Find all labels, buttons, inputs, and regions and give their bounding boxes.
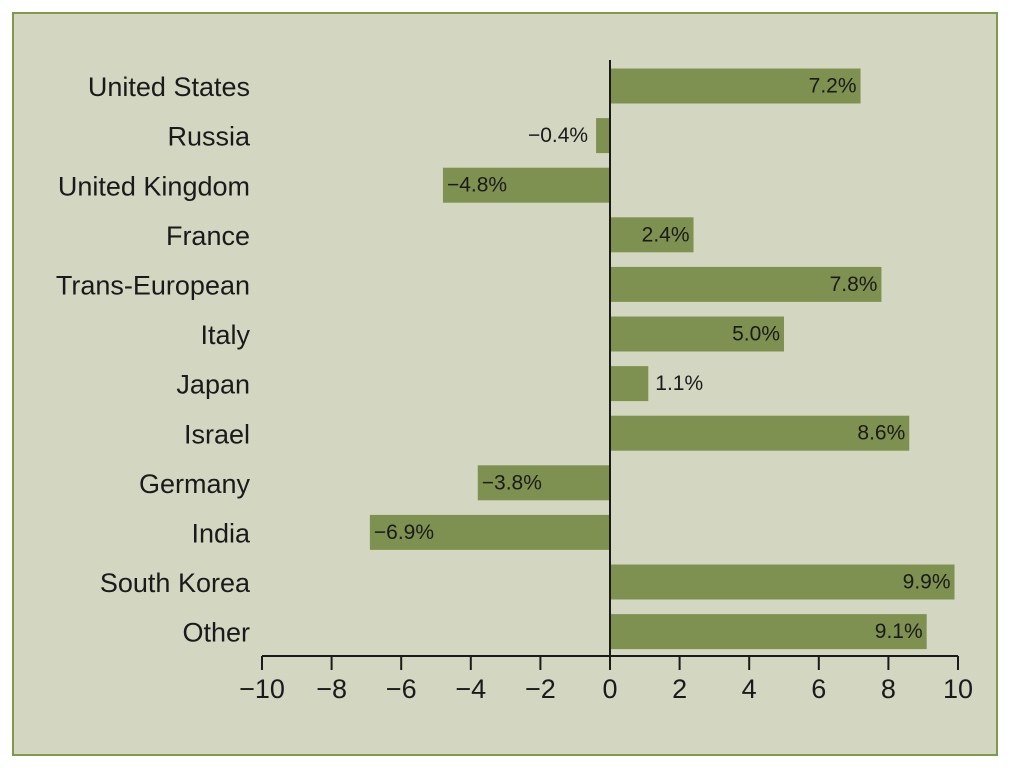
data-label: 7.2% xyxy=(809,75,857,98)
data-label: −6.9% xyxy=(374,521,434,544)
bar-japan xyxy=(610,366,649,402)
category-label: United States xyxy=(88,72,250,102)
data-label: 7.8% xyxy=(830,273,878,296)
bar-united-kingdom xyxy=(442,167,610,203)
data-label: 9.1% xyxy=(875,620,923,643)
category-label: Trans-European xyxy=(56,271,250,301)
x-tick-label: 10 xyxy=(943,674,973,704)
category-label: South Korea xyxy=(100,568,251,598)
category-label: Germany xyxy=(139,469,251,499)
x-tick-label: 2 xyxy=(672,674,687,704)
data-label: 5.0% xyxy=(732,323,780,346)
category-label: India xyxy=(191,519,251,549)
x-axis: −10 −8 −6 −4 −2 0 2 4 6 8 10 xyxy=(239,60,973,704)
category-label: Other xyxy=(182,618,250,648)
category-label: Italy xyxy=(200,320,250,350)
x-tick-label: −8 xyxy=(316,674,347,704)
bar-italy xyxy=(610,316,784,352)
bar-russia xyxy=(596,118,610,154)
data-label: 2.4% xyxy=(642,223,690,246)
x-tick-label: 8 xyxy=(881,674,896,704)
bar-india xyxy=(369,514,610,550)
x-tick-label: 4 xyxy=(742,674,757,704)
x-tick-label: −10 xyxy=(239,674,285,704)
data-label: −3.8% xyxy=(482,471,542,494)
data-label: 8.6% xyxy=(857,422,905,445)
category-label: France xyxy=(166,221,250,251)
bar-israel xyxy=(610,415,910,451)
bar-trans-european xyxy=(610,266,882,302)
category-label: Israel xyxy=(184,419,250,449)
bar-france xyxy=(610,217,694,253)
data-label: 1.1% xyxy=(655,372,703,395)
bar-germany xyxy=(477,465,610,501)
data-label: −0.4% xyxy=(528,124,588,147)
x-tick-label: 0 xyxy=(602,674,617,704)
x-tick-label: −6 xyxy=(386,674,417,704)
category-label: Russia xyxy=(167,122,251,152)
bar-south-korea xyxy=(610,564,955,600)
data-label: 9.9% xyxy=(903,571,951,594)
bar-united-states xyxy=(610,68,861,104)
x-tick-label: −4 xyxy=(455,674,486,704)
category-labels: United States 7.2% Russia −0.4% United Kingd… xyxy=(56,72,951,648)
x-tick-label: 6 xyxy=(811,674,826,704)
x-tick-label: −2 xyxy=(525,674,556,704)
bars-layer xyxy=(369,68,955,650)
data-label: −4.8% xyxy=(447,174,507,197)
category-label: Japan xyxy=(176,370,250,400)
bar-other xyxy=(610,614,927,650)
category-label: United Kingdom xyxy=(58,171,250,201)
